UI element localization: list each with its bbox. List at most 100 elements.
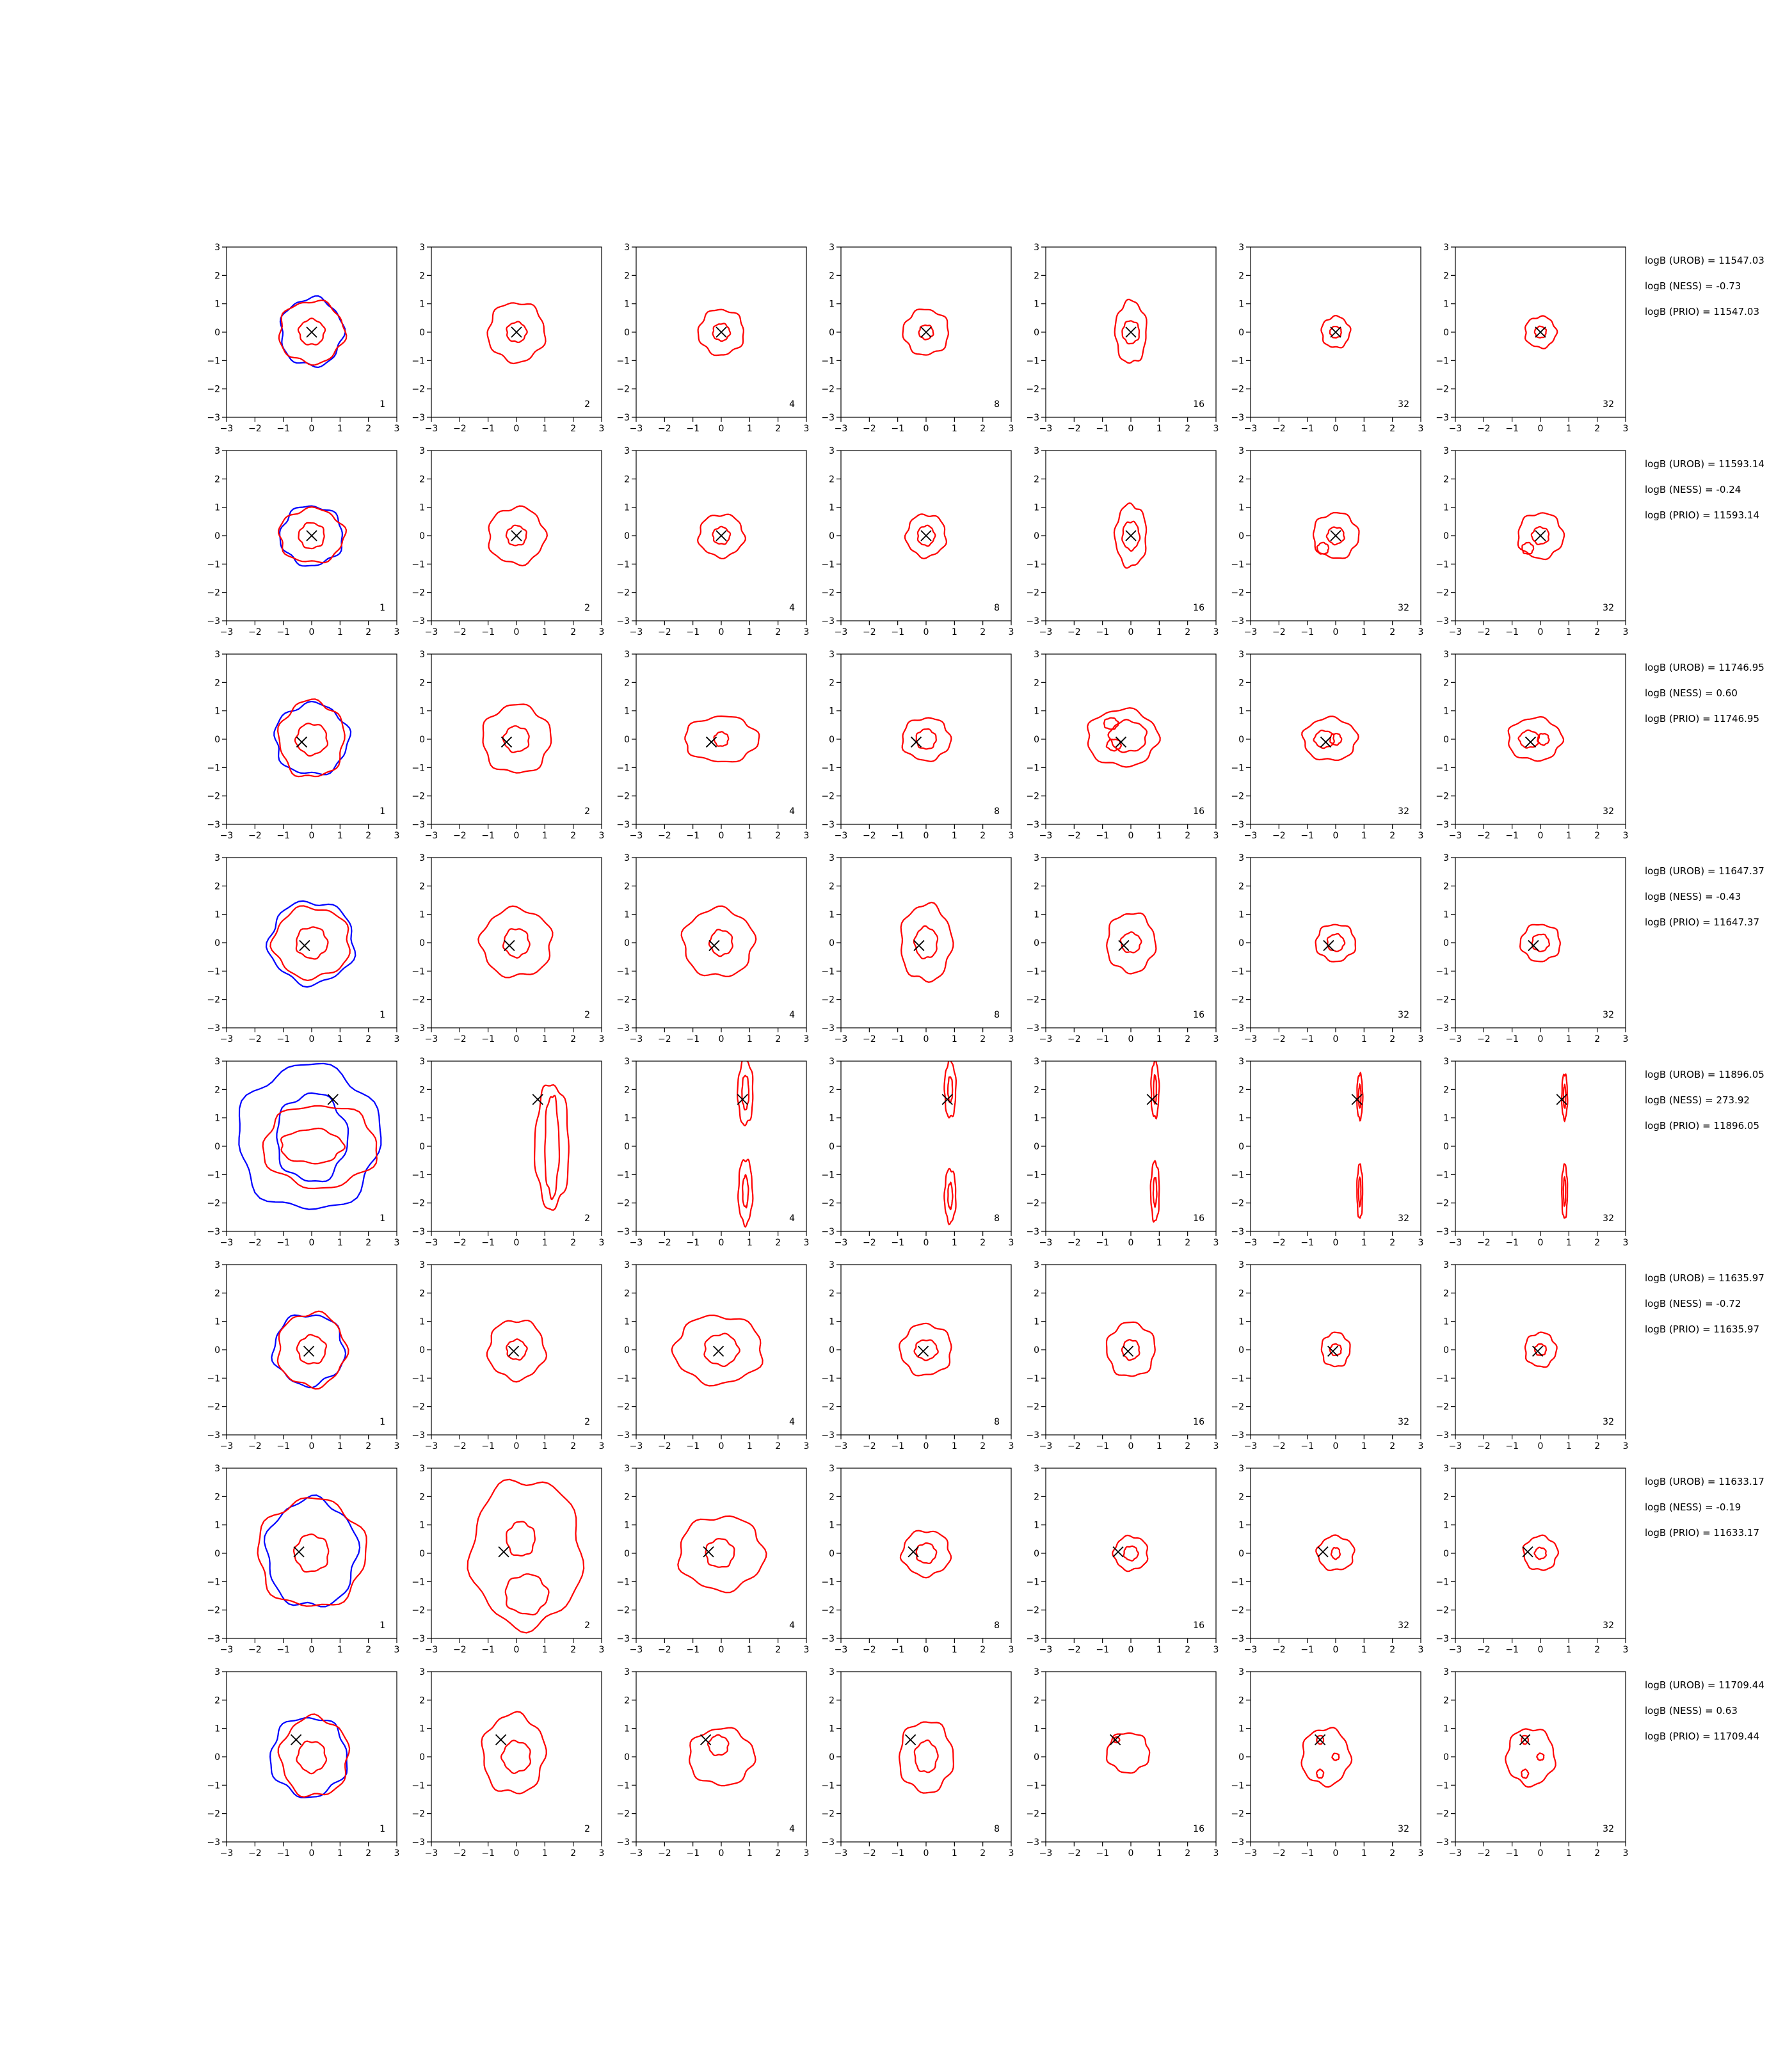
red-contour	[703, 1332, 740, 1368]
x-tick-label: 1	[1566, 627, 1572, 637]
y-tick-label: 0	[214, 938, 220, 948]
y-tick-label: 1	[1443, 1521, 1449, 1531]
x-tick-label: −1	[1300, 1238, 1314, 1248]
panel: −3−3 −2 −2 −1 −1 0 0 1 1 2 2 3 3 32	[1231, 650, 1423, 841]
red-contour	[1530, 525, 1550, 545]
y-tick-label: −3	[1436, 1634, 1449, 1644]
x-tick-label: 2	[570, 424, 576, 434]
x-tick-label: 0	[719, 1441, 724, 1452]
y-tick-label: −2	[1436, 1402, 1449, 1412]
x-tick-label: 0	[924, 1238, 929, 1248]
y-tick-label: −3	[207, 1430, 220, 1441]
panel: −3−3 −2 −2 −1 −1 0 0 1 1 2 2 3 3 4	[616, 243, 809, 434]
y-tick-label: 3	[1443, 243, 1449, 253]
red-contour	[712, 525, 732, 545]
y-tick-label: −3	[821, 1837, 835, 1848]
y-tick-label: 1	[1443, 707, 1449, 717]
logb-stat: logB (PRIO) = 11896.05	[1645, 1120, 1759, 1132]
x-tick-label: −1	[1505, 1848, 1519, 1859]
panel-count-label: 32	[1398, 1417, 1409, 1427]
axes-frame	[431, 653, 602, 825]
x-tick-label: 0	[309, 1034, 315, 1044]
x-tick-label: 1	[1156, 1238, 1162, 1248]
x-tick-label: −3	[630, 1238, 643, 1248]
y-tick-label: −2	[821, 995, 835, 1005]
panel-count-label: 4	[789, 1824, 795, 1834]
x-tick-label: −3	[835, 1238, 848, 1248]
y-tick-label: −2	[1026, 588, 1039, 598]
red-contour	[696, 513, 747, 559]
x-tick-label: 3	[1213, 1034, 1219, 1044]
x-tick-label: 1	[747, 1238, 753, 1248]
red-contour	[1315, 924, 1357, 963]
x-tick-label: 1	[542, 831, 548, 841]
y-tick-label: 2	[419, 1492, 425, 1502]
y-tick-label: −2	[1026, 1402, 1039, 1412]
red-contour	[1106, 912, 1157, 975]
x-tick-label: 0	[1333, 1848, 1339, 1859]
x-tick-label: 3	[394, 1848, 400, 1859]
red-contour	[1119, 931, 1142, 954]
red-contour	[500, 1740, 532, 1774]
panel-count-label: 8	[994, 1824, 1000, 1834]
panel-count-label: 16	[1193, 806, 1204, 817]
panel-count-label: 1	[380, 1010, 385, 1020]
x-tick-label: 2	[980, 1645, 986, 1655]
logb-stat: logB (PRIO) = 11593.14	[1645, 509, 1759, 521]
panel: −3−3 −2 −2 −1 −1 0 0 1 1 2 2 3 3 2	[412, 853, 604, 1044]
x-tick-label: −1	[276, 1034, 290, 1044]
x-tick-label: −1	[276, 424, 290, 434]
x-tick-label: 0	[514, 1034, 520, 1044]
red-contour	[1315, 1768, 1325, 1779]
x-tick-label: 3	[599, 1441, 605, 1452]
blue-contour	[238, 1062, 382, 1210]
x-tick-label: −2	[863, 627, 876, 637]
y-tick-label: −1	[412, 966, 425, 977]
panel: −3−3 −2 −2 −1 −1 0 0 1 1 2 2 3 3 32	[1436, 1464, 1628, 1655]
y-tick-label: −2	[1026, 1606, 1039, 1616]
panel-count-label: 1	[380, 1824, 385, 1834]
x-tick-label: 1	[1566, 1441, 1572, 1452]
y-tick-label: 3	[214, 1260, 220, 1270]
x-tick-label: 2	[1185, 1441, 1190, 1452]
x-tick-label: 2	[1389, 1034, 1395, 1044]
red-contour	[900, 901, 954, 983]
y-tick-label: 1	[624, 707, 630, 717]
x-tick-label: 3	[599, 1645, 605, 1655]
logb-stat: logB (UROB) = 11647.37	[1645, 865, 1764, 877]
y-tick-label: 2	[1443, 881, 1449, 892]
x-tick-label: 2	[1389, 1848, 1395, 1859]
red-contour	[276, 1310, 349, 1390]
y-tick-label: 2	[1443, 678, 1449, 688]
x-tick-label: 2	[570, 1238, 576, 1248]
y-tick-label: −3	[412, 1837, 425, 1848]
y-tick-label: 2	[624, 881, 630, 892]
panel: −3−3 −2 −2 −1 −1 0 0 1 1 2 2 3 3 8	[821, 446, 1014, 637]
x-tick-label: 2	[365, 1645, 371, 1655]
y-tick-label: 1	[829, 1724, 835, 1734]
y-tick-label: 1	[419, 1724, 425, 1734]
x-tick-label: 0	[719, 1238, 724, 1248]
panel: −3−3 −2 −2 −1 −1 0 0 1 1 2 2 3 3 8	[821, 1667, 1014, 1859]
x-tick-label: −2	[863, 1441, 876, 1452]
x-tick-label: 1	[1361, 1848, 1367, 1859]
x-tick-label: −3	[1449, 424, 1462, 434]
y-tick-label: −3	[1231, 1430, 1244, 1441]
x-tick-label: 1	[1156, 1441, 1162, 1452]
y-tick-label: −1	[821, 1373, 835, 1384]
x-tick-label: −3	[1039, 627, 1053, 637]
axes-frame	[636, 1468, 807, 1639]
red-contour	[298, 522, 325, 550]
y-tick-label: 1	[829, 1521, 835, 1531]
red-contour	[918, 324, 934, 340]
y-tick-label: 0	[1443, 1752, 1449, 1763]
y-tick-label: 0	[1034, 531, 1039, 541]
y-tick-label: −1	[1436, 1780, 1449, 1791]
x-tick-label: 2	[1594, 831, 1600, 841]
x-tick-label: 2	[365, 1034, 371, 1044]
y-tick-label: 1	[624, 1317, 630, 1327]
x-tick-label: −3	[220, 1238, 234, 1248]
logb-stat: logB (UROB) = 11746.95	[1645, 662, 1764, 673]
x-tick-label: 0	[1538, 424, 1544, 434]
y-tick-label: 2	[1443, 1288, 1449, 1299]
